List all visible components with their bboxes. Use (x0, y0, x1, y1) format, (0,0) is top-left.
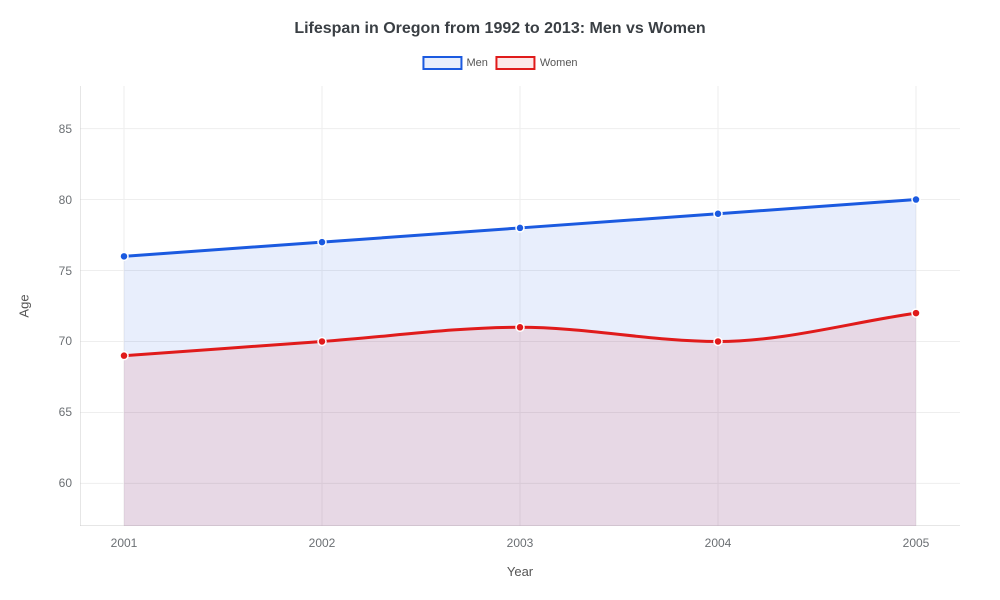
y-tick-label: 80 (59, 193, 72, 207)
y-tick-label: 65 (59, 405, 72, 419)
marker-men[interactable] (912, 196, 920, 204)
legend-swatch-men (422, 56, 462, 70)
legend-label-men: Men (466, 57, 487, 69)
chart-title: Lifespan in Oregon from 1992 to 2013: Me… (0, 20, 1000, 38)
marker-women[interactable] (120, 352, 128, 360)
y-tick-label: 70 (59, 334, 72, 348)
legend-swatch-women (496, 56, 536, 70)
legend: Men Women (422, 56, 577, 70)
marker-women[interactable] (912, 309, 920, 317)
y-tick-label: 85 (59, 122, 72, 136)
x-axis-label: Year (507, 564, 533, 579)
marker-men[interactable] (120, 252, 128, 260)
legend-label-women: Women (540, 57, 578, 69)
y-axis-label: Age (17, 294, 32, 317)
marker-women[interactable] (318, 337, 326, 345)
chart-svg (80, 86, 960, 526)
marker-women[interactable] (714, 337, 722, 345)
legend-item-women[interactable]: Women (496, 56, 578, 70)
marker-men[interactable] (714, 210, 722, 218)
x-tick-label: 2002 (309, 536, 336, 550)
x-tick-label: 2001 (111, 536, 138, 550)
legend-item-men[interactable]: Men (422, 56, 487, 70)
x-tick-label: 2003 (507, 536, 534, 550)
marker-men[interactable] (516, 224, 524, 232)
y-tick-label: 60 (59, 476, 72, 490)
y-tick-label: 75 (59, 264, 72, 278)
x-tick-label: 2004 (705, 536, 732, 550)
marker-men[interactable] (318, 238, 326, 246)
marker-women[interactable] (516, 323, 524, 331)
x-tick-label: 2005 (903, 536, 930, 550)
plot-area (80, 86, 960, 526)
